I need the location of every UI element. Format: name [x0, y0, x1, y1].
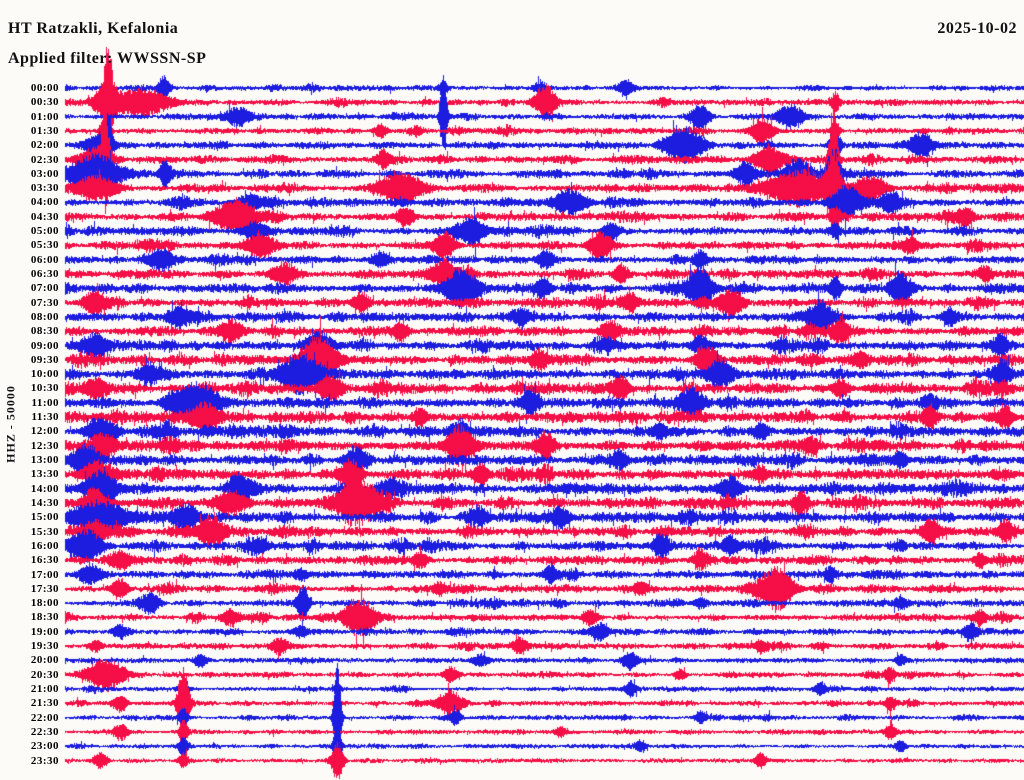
time-label: 03:00	[30, 167, 59, 180]
time-label: 19:30	[30, 640, 59, 653]
time-label: 03:30	[30, 182, 59, 195]
time-label: 02:30	[30, 153, 59, 166]
time-label: 20:30	[30, 668, 59, 681]
time-label: 18:00	[30, 597, 59, 610]
time-label: 14:30	[30, 496, 59, 509]
time-label: 01:00	[30, 110, 59, 123]
time-label: 20:00	[30, 654, 59, 667]
time-label: 10:00	[30, 368, 59, 381]
time-label: 13:30	[30, 468, 59, 481]
time-label: 05:30	[30, 239, 59, 252]
time-label: 06:30	[30, 268, 59, 281]
date-label: 2025-10-02	[937, 20, 1017, 37]
time-label: 08:00	[30, 310, 59, 323]
filter-label: Applied filter: WWSSN-SP	[8, 50, 207, 67]
time-label: 09:30	[30, 353, 59, 366]
time-label: 16:00	[30, 539, 59, 552]
time-label: 11:30	[31, 411, 59, 424]
time-label: 12:00	[30, 425, 59, 438]
time-label: 08:30	[30, 325, 59, 338]
time-label: 23:30	[30, 754, 59, 767]
time-label: 17:30	[30, 582, 59, 595]
time-label: 10:30	[30, 382, 59, 395]
time-label: 18:30	[30, 611, 59, 624]
time-label: 15:00	[30, 511, 59, 524]
time-label: 22:30	[30, 725, 59, 738]
time-label: 21:30	[30, 697, 59, 710]
time-label: 12:30	[30, 439, 59, 452]
time-label: 04:30	[30, 210, 59, 223]
time-label: 14:00	[30, 482, 59, 495]
time-label: 11:00	[31, 396, 59, 409]
time-label: 07:00	[30, 282, 59, 295]
time-label: 19:00	[30, 625, 59, 638]
time-label: 13:00	[30, 454, 59, 467]
time-label: 21:00	[30, 682, 59, 695]
station-title: HT Ratzakli, Kefalonia	[8, 20, 179, 37]
time-label: 09:00	[30, 339, 59, 352]
time-label: 02:00	[30, 139, 59, 152]
time-label: 00:30	[30, 96, 59, 109]
time-label: 00:00	[30, 82, 59, 94]
time-label: 01:30	[30, 124, 59, 137]
time-label: 07:30	[30, 296, 59, 309]
time-label: 23:00	[30, 740, 59, 753]
time-label: 04:00	[30, 196, 59, 209]
time-label: 06:00	[30, 253, 59, 266]
time-label: 17:00	[30, 568, 59, 581]
time-label: 22:00	[30, 711, 59, 724]
time-label: 15:30	[30, 525, 59, 538]
time-label: 16:30	[30, 554, 59, 567]
time-label: 05:00	[30, 225, 59, 238]
